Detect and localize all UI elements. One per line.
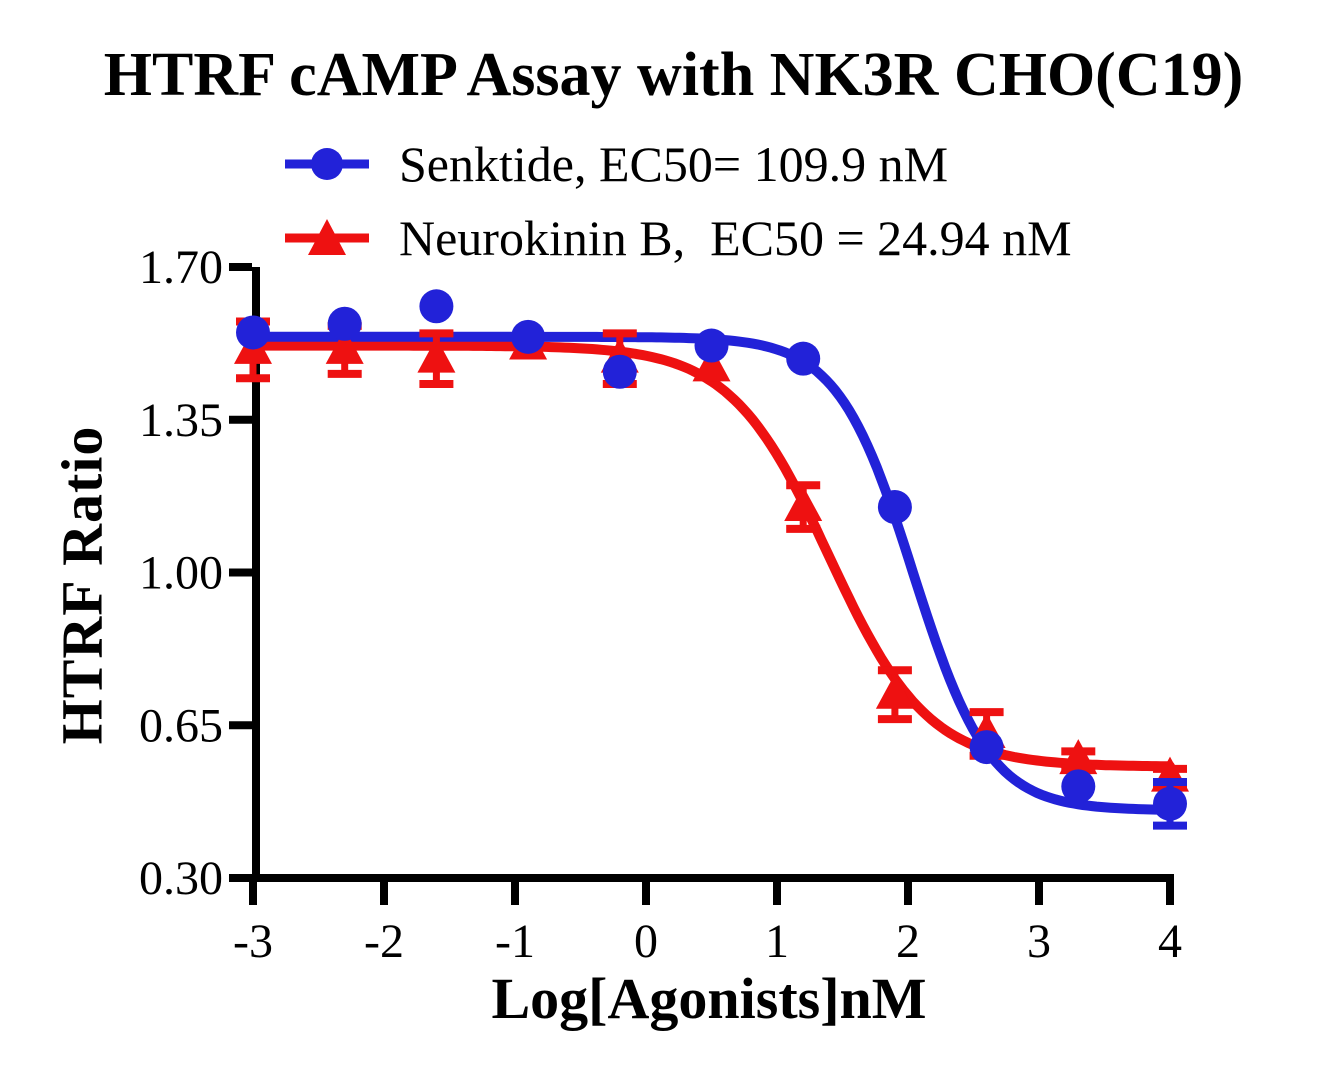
- y-tick-label: 1.70: [139, 241, 223, 294]
- data-point-senktide: [511, 319, 546, 354]
- data-point-senktide: [327, 306, 362, 341]
- x-axis-title: Log[Agonists]nM: [491, 966, 927, 1031]
- legend-item-senktide: Senktide, EC50= 109.9 nM: [281, 136, 949, 192]
- fit-curve-neurokinin-b: [248, 340, 1175, 772]
- data-point-neurokinin-b: [325, 328, 364, 364]
- legend-item-neurokinin-b: Neurokinin B, EC50 = 24.94 nM: [281, 210, 1072, 266]
- y-tick-label: 1.00: [139, 547, 223, 600]
- x-tick-label: -3: [233, 915, 273, 968]
- x-tick-label: 4: [1158, 915, 1182, 968]
- x-tick-label: 2: [896, 915, 920, 968]
- data-point-senktide: [786, 341, 821, 376]
- data-point-senktide: [969, 730, 1004, 765]
- data-point-senktide: [877, 490, 912, 525]
- y-tick-label: 0.65: [139, 699, 223, 752]
- data-point-neurokinin-b: [875, 673, 914, 709]
- x-tick-label: 1: [765, 915, 789, 968]
- data-point-neurokinin-b: [784, 486, 823, 522]
- data-point-senktide: [602, 354, 637, 389]
- legend-label-senktide: Senktide, EC50= 109.9 nM: [399, 136, 949, 192]
- data-point-senktide: [236, 315, 270, 350]
- circle-marker-icon: [311, 148, 343, 180]
- x-tick-label: 0: [634, 915, 658, 968]
- data-point-senktide: [419, 289, 454, 324]
- y-tick-label: 0.30: [139, 852, 223, 905]
- x-tick-label: -2: [364, 915, 404, 968]
- chart-title: HTRF cAMP Assay with NK3R CHO(C19): [103, 41, 1244, 109]
- x-tick-label: 3: [1027, 915, 1051, 968]
- senktide-legend-marker: [285, 148, 369, 180]
- y-tick-label: 1.35: [139, 394, 223, 447]
- data-point-senktide: [694, 328, 729, 363]
- fit-curve-senktide: [248, 331, 1175, 815]
- triangle-marker-icon: [308, 219, 346, 255]
- legend-label-neurokinin-b: Neurokinin B, EC50 = 24.94 nM: [399, 210, 1072, 266]
- data-point-senktide: [1153, 786, 1187, 821]
- data-point-neurokinin-b: [692, 346, 731, 382]
- data-point-neurokinin-b: [417, 337, 456, 373]
- data-point-neurokinin-b: [1059, 739, 1098, 775]
- data-point-senktide: [1061, 769, 1096, 804]
- neurokinin-b-legend-marker: [285, 219, 369, 255]
- x-tick-label: -1: [495, 915, 535, 968]
